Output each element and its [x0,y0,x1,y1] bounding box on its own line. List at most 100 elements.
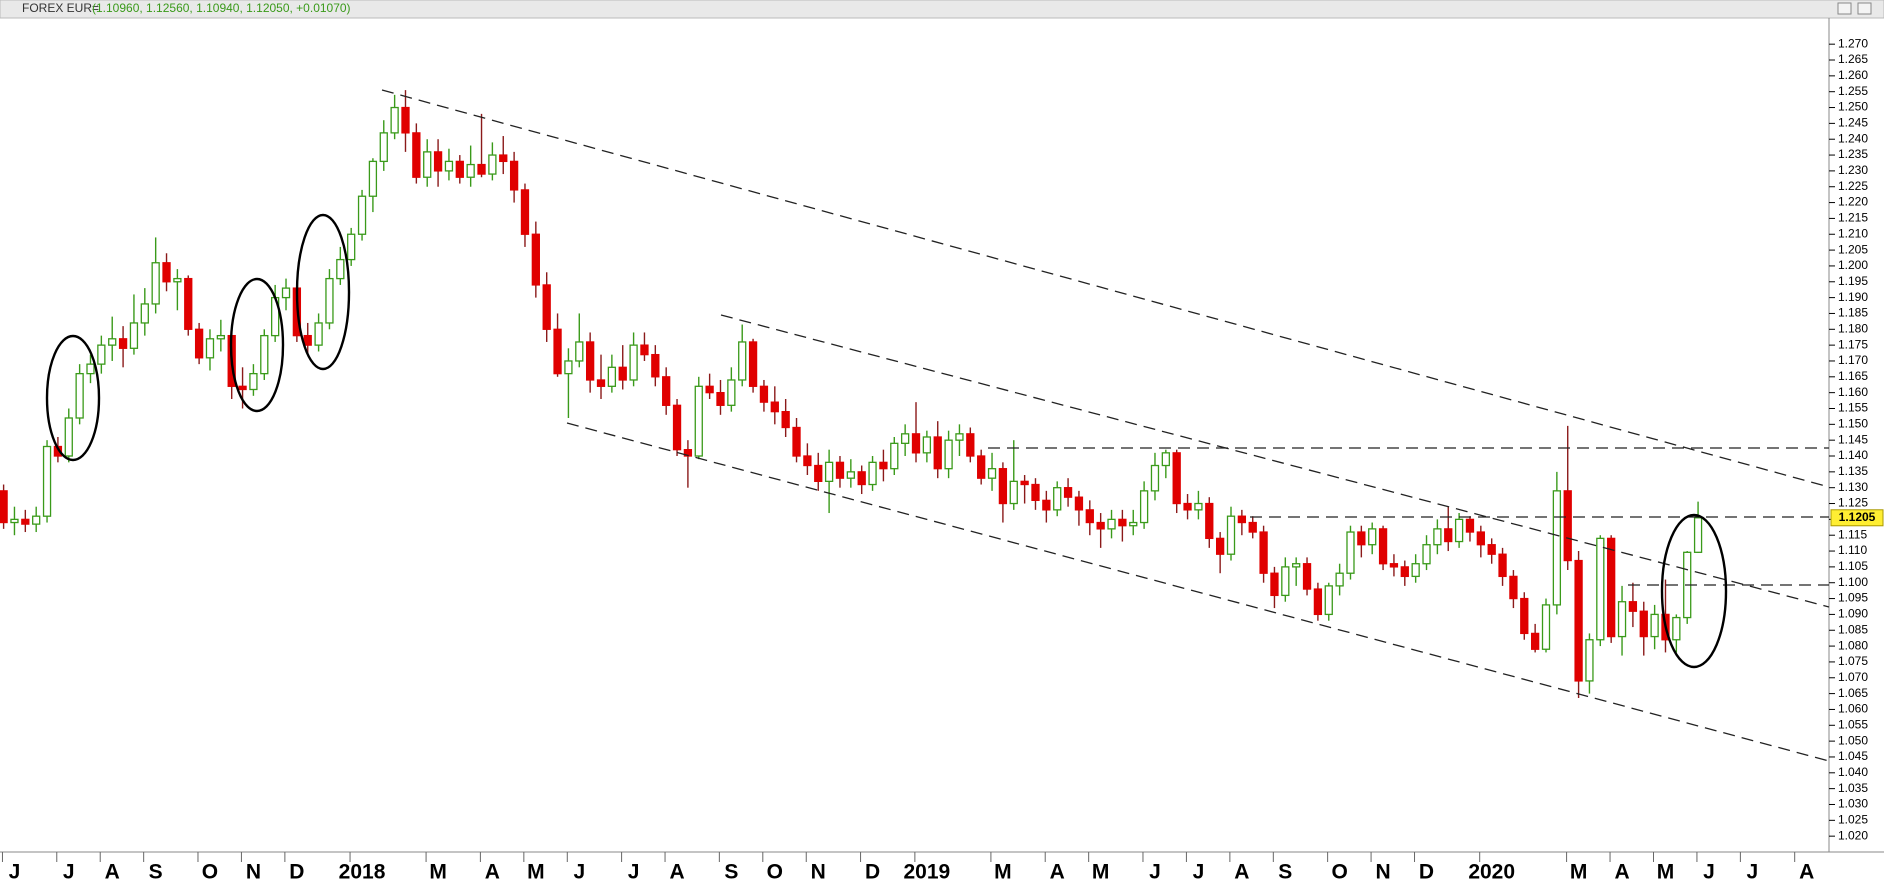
y-tick-label: 1.195 [1838,274,1868,288]
candle-body [748,341,758,387]
candle-body [42,445,52,517]
candle-body [1433,528,1442,546]
y-tick-label: 1.100 [1838,575,1868,589]
candle-body [1411,563,1420,578]
x-tick-label: A [1234,861,1249,884]
x-tick-label: J [628,861,640,884]
candle-body [379,132,388,163]
candle-body [1096,521,1105,530]
candle-body [727,379,736,406]
candle-body [10,518,19,524]
y-tick-label: 1.265 [1838,52,1868,66]
candle-body [705,385,714,394]
y-tick-label: 1.025 [1838,812,1868,826]
candle-body [1031,483,1040,502]
y-tick-label: 1.200 [1838,258,1868,272]
candle-body [1346,531,1355,574]
candle-body [1378,528,1388,565]
trend-line [381,89,1830,488]
y-tick-label: 1.225 [1838,179,1868,193]
candle-body [966,433,975,457]
trend-line [720,314,1830,608]
candle-body [542,284,551,330]
candle-body [1313,588,1323,616]
candle-body [824,461,834,483]
y-tick-label: 1.085 [1838,622,1868,636]
candle-body [738,341,747,381]
x-tick-label: M [429,861,447,884]
x-tick-label: S [724,861,738,884]
y-tick-label: 1.090 [1838,607,1868,621]
y-tick-label: 1.035 [1838,781,1868,795]
candle-body [347,233,356,261]
candle-body [1161,452,1170,467]
candle-body [401,106,410,134]
candle-body [596,379,606,387]
candle-body [1552,490,1562,606]
candle-body [1205,502,1214,540]
candle-body [564,360,573,375]
candle-body [520,189,530,235]
candle-body [205,338,215,359]
candle-body [390,106,399,134]
candle-body [118,338,128,349]
candle-body [1672,616,1681,641]
x-tick-label: A [485,861,500,884]
candle-body [1183,502,1192,511]
candle-body [260,334,269,375]
candle-body [1530,632,1540,650]
candle-body [314,322,323,346]
candle-body [531,233,540,286]
ellipse [45,334,101,462]
candle-body [216,334,225,340]
y-tick-label: 1.235 [1838,147,1868,161]
candle-body [955,433,964,441]
y-tick-label: 1.045 [1838,749,1868,763]
candle-body [108,338,117,346]
candle-body [194,328,204,359]
candle-body [694,385,703,457]
x-tick-label: O [767,861,783,884]
x-tick-label: J [63,861,75,884]
title-bar [0,0,1884,19]
candle-body [803,455,812,467]
candle-body [868,461,877,486]
y-tick-label: 1.270 [1838,36,1868,50]
candle-body [1270,572,1279,597]
x-tick-label: M [527,861,545,884]
y-tick-label: 1.145 [1838,432,1868,446]
candle-body [1563,490,1572,562]
candle-body [716,391,725,406]
y-tick-label: 1.075 [1838,654,1868,668]
y-tick-label: 1.230 [1838,163,1868,177]
candle-body [618,366,627,381]
y-tick-label: 1.175 [1838,337,1868,351]
candle-body [21,518,30,525]
candle-body [129,322,139,349]
restore-button[interactable] [1837,2,1852,15]
candle-body [1639,610,1648,638]
candle-body [509,160,519,191]
candle-body [1042,499,1051,511]
candle-body [1237,515,1247,524]
y-tick-label: 1.050 [1838,733,1868,747]
candle-body [1465,518,1475,533]
candle-body [977,455,986,479]
candle-body [1194,502,1203,511]
x-tick-label: D [865,861,880,884]
x-tick-label: N [811,861,826,884]
y-tick-label: 1.220 [1838,195,1868,209]
x-tick-label: 2019 [904,861,951,884]
candle-body [1009,480,1018,505]
close-button[interactable] [1857,2,1872,15]
x-tick-label: J [1149,861,1161,884]
x-tick-label: J [573,861,585,884]
x-tick-label: M [1570,861,1588,884]
candle-body [303,334,312,346]
candle-body [1476,531,1485,546]
candle-body [1226,515,1236,555]
y-tick-label: 1.060 [1838,702,1868,716]
candle-body [162,262,171,283]
candle-body [998,468,1008,505]
x-tick-label: 2018 [339,861,386,884]
